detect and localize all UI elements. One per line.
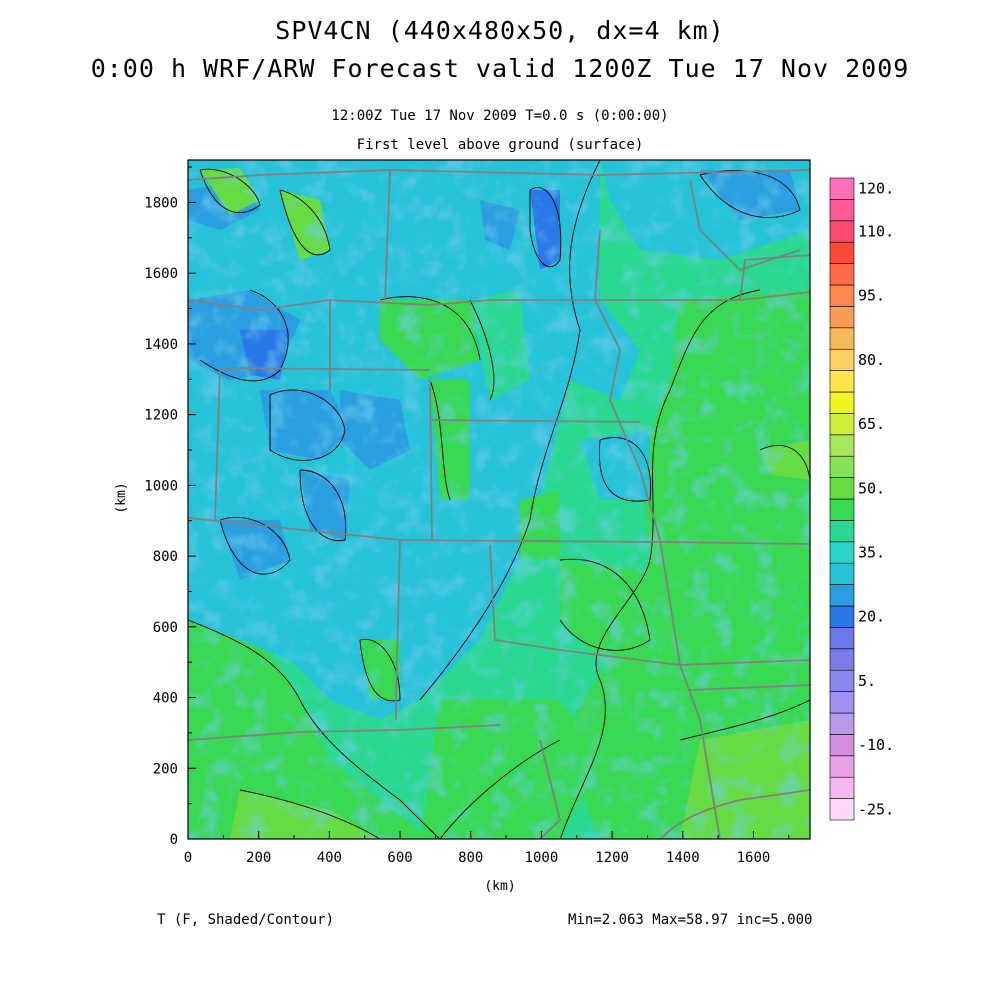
x-tick-label: 400 bbox=[317, 850, 342, 866]
colorbar-swatch bbox=[829, 370, 855, 393]
temperature-shading bbox=[188, 160, 810, 839]
x-tick-label: 1600 bbox=[737, 850, 771, 866]
x-tick-label: 200 bbox=[246, 850, 271, 866]
chart-title-forecast: 0:00 h WRF/ARW Forecast valid 1200Z Tue … bbox=[90, 54, 910, 83]
x-tick-label: 1400 bbox=[666, 850, 700, 866]
colorbar-swatch bbox=[829, 498, 855, 521]
temperature-contours bbox=[188, 160, 810, 839]
colorbar-swatch bbox=[829, 798, 855, 821]
colorbar-label: 110. bbox=[858, 223, 894, 241]
colorbar-label: 5. bbox=[858, 672, 876, 690]
y-tick-label: 1400 bbox=[144, 337, 178, 353]
axes: 0 200 400 600 800 1000 1200 1400 1600 0 200 400 600 8… bbox=[114, 166, 790, 894]
colorbar-swatch bbox=[829, 455, 855, 478]
colorbar-swatch bbox=[829, 776, 855, 799]
colorbar-swatch bbox=[829, 691, 855, 714]
colorbar-swatch bbox=[829, 541, 855, 564]
chart-title: SPV4CN (440x480x50, dx=4 km) bbox=[275, 16, 725, 45]
colorbar-swatch bbox=[829, 327, 855, 350]
y-tick-label: 800 bbox=[153, 549, 178, 565]
colorbar-swatch bbox=[829, 306, 855, 329]
y-tick-label: 1600 bbox=[144, 266, 178, 282]
colorbar-swatch bbox=[829, 177, 855, 200]
colorbar-label: 95. bbox=[858, 287, 885, 305]
y-tick-label: 0 bbox=[170, 832, 178, 848]
plot-frame bbox=[187, 159, 811, 840]
colorbar-swatch bbox=[829, 263, 855, 286]
x-tick-label: 800 bbox=[458, 850, 483, 866]
colorbar-label: 65. bbox=[858, 415, 885, 433]
colorbar-swatch bbox=[829, 241, 855, 264]
x-tick-label: 600 bbox=[387, 850, 412, 866]
colorbar-swatch bbox=[829, 434, 855, 457]
colorbar: -25. -10. 5. 20. 35. 50. 65. 80. 95. 110. 120. bbox=[829, 177, 894, 821]
colorbar-label: 80. bbox=[858, 351, 885, 369]
y-tick-label: 1000 bbox=[144, 478, 178, 494]
colorbar-label: 35. bbox=[858, 544, 885, 562]
colorbar-swatch bbox=[829, 348, 855, 371]
colorbar-label: 20. bbox=[858, 608, 885, 626]
colorbar-swatch bbox=[829, 562, 855, 585]
colorbar-swatch bbox=[829, 199, 855, 222]
valid-time-subtitle: 12:00Z Tue 17 Nov 2009 T=0.0 s (0:00:00) bbox=[331, 108, 669, 124]
x-tick-label: 1200 bbox=[595, 850, 629, 866]
colorbar-label: -25. bbox=[858, 800, 894, 818]
x-axis-label: (km) bbox=[484, 879, 515, 894]
colorbar-swatch bbox=[829, 734, 855, 757]
y-tick-label: 200 bbox=[153, 761, 178, 777]
colorbar-swatch bbox=[829, 520, 855, 543]
colorbar-swatch bbox=[829, 477, 855, 500]
y-axis-label: (km) bbox=[114, 482, 129, 513]
variable-label: T (F, Shaded/Contour) bbox=[157, 912, 335, 928]
colorbar-swatch bbox=[829, 391, 855, 414]
colorbar-swatch bbox=[829, 284, 855, 307]
colorbar-swatch bbox=[829, 648, 855, 671]
colorbar-swatch bbox=[829, 413, 855, 436]
colorbar-swatch bbox=[829, 605, 855, 628]
colorbar-label: -10. bbox=[858, 736, 894, 754]
colorbar-swatch bbox=[829, 712, 855, 735]
field-statistics: Min=2.063 Max=58.97 inc=5.000 bbox=[568, 912, 813, 928]
colorbar-label: 120. bbox=[858, 180, 894, 198]
colorbar-swatch bbox=[829, 755, 855, 778]
colorbar-swatch bbox=[829, 584, 855, 607]
y-tick-label: 1800 bbox=[144, 195, 178, 211]
y-tick-label: 1200 bbox=[144, 408, 178, 424]
colorbar-swatch bbox=[829, 220, 855, 243]
colorbar-label: 50. bbox=[858, 479, 885, 497]
x-tick-label: 1000 bbox=[525, 850, 559, 866]
state-boundaries bbox=[188, 169, 810, 839]
colorbar-swatch bbox=[829, 627, 855, 650]
x-tick-label: 0 bbox=[184, 850, 192, 866]
level-subtitle: First level above ground (surface) bbox=[356, 137, 644, 153]
y-tick-label: 400 bbox=[153, 691, 178, 707]
colorbar-swatch bbox=[829, 669, 855, 692]
y-tick-label: 600 bbox=[153, 620, 178, 636]
